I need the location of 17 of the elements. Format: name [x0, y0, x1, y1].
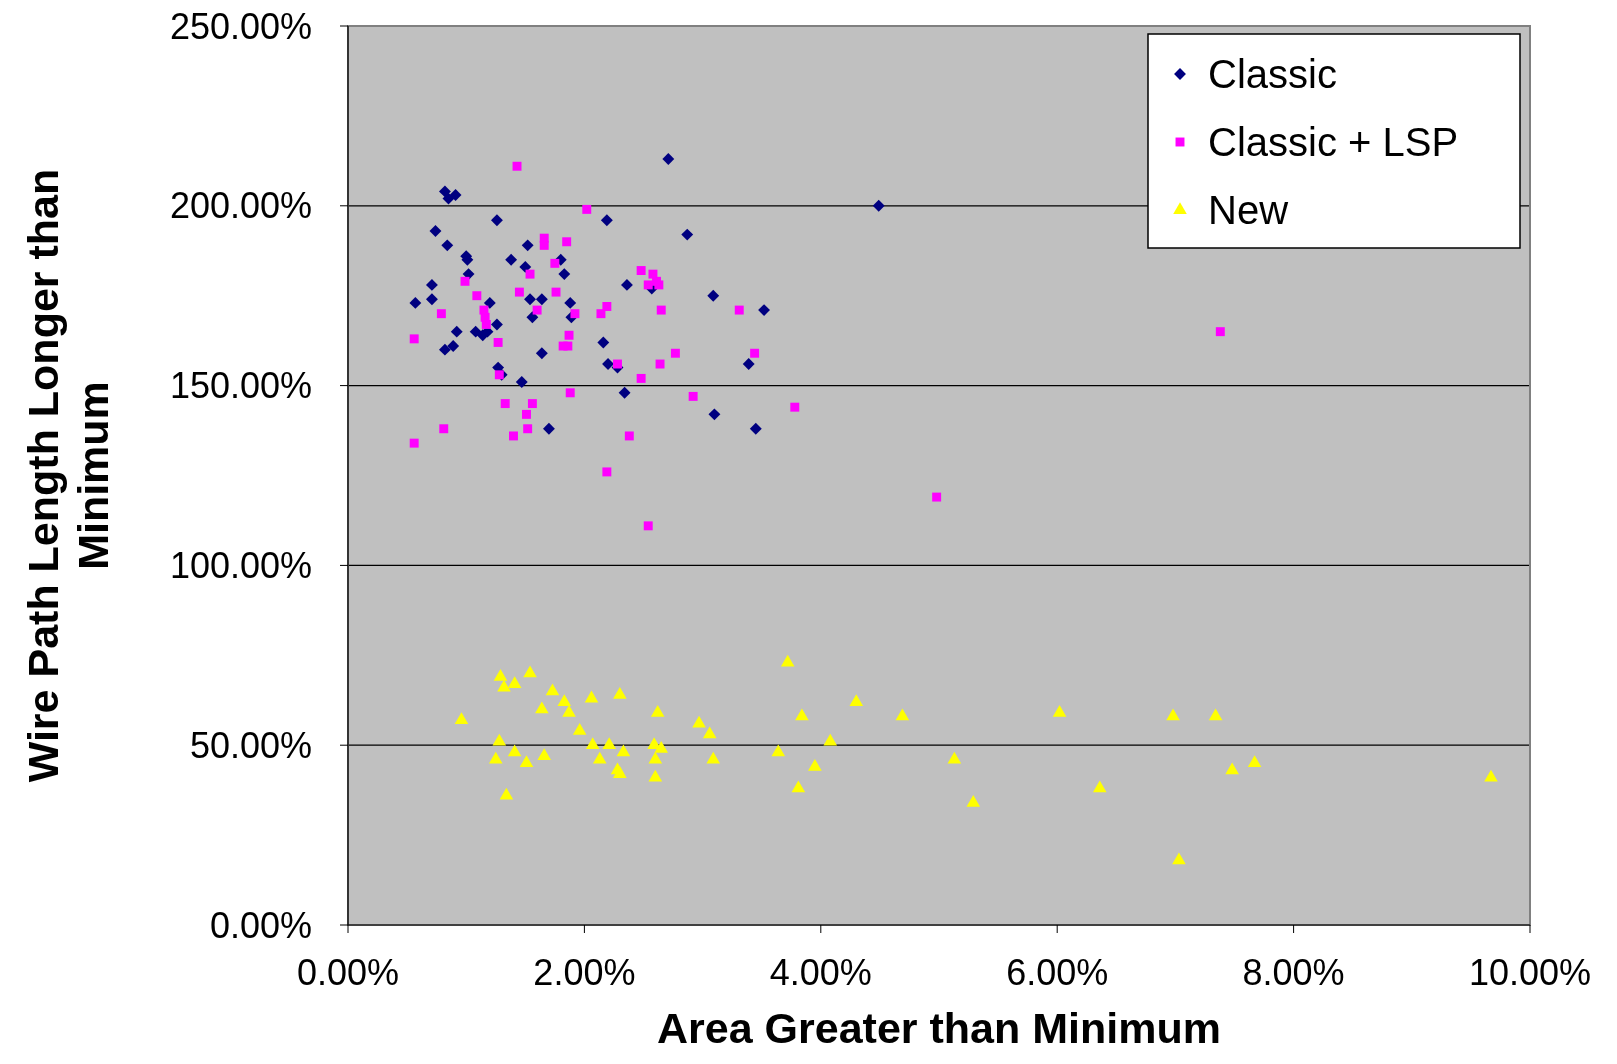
x-axis-title: Area Greater than Minimum: [657, 1004, 1221, 1052]
y-tick-label: 100.00%: [169, 545, 312, 586]
x-tick-label: 10.00%: [1468, 952, 1592, 993]
y-tick-label: 250.00%: [169, 5, 312, 47]
x-tick-label: 6.00%: [1006, 952, 1109, 993]
x-tick-label: 0.00%: [296, 952, 400, 993]
legend-label: New: [1208, 188, 1289, 232]
x-tick-label: 8.00%: [1242, 952, 1345, 993]
y-axis-title: Wire Path Length Longer than Minimum: [19, 168, 117, 783]
y-tick-label: 200.00%: [169, 185, 312, 227]
legend-label: Classic + LSP: [1208, 120, 1459, 164]
y-tick-label: 0.00%: [209, 904, 312, 946]
x-tick-label: 2.00%: [533, 952, 636, 993]
y-tick-label: 50.00%: [189, 724, 312, 766]
x-tick-label: 4.00%: [769, 952, 872, 993]
y-tick-label: 150.00%: [169, 365, 312, 407]
legend-label: Classic: [1208, 52, 1337, 96]
